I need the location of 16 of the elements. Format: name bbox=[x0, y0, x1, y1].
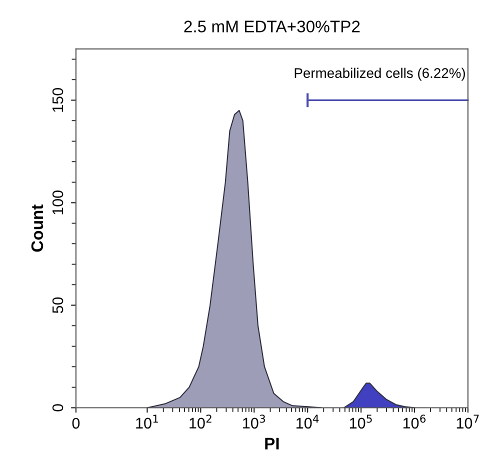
x-tick-label: 10$^{3}$ bbox=[243, 414, 265, 429]
x-tick-label: 10$^{6}$ bbox=[403, 414, 426, 429]
x-tick-label: 10$^{2}$ bbox=[190, 414, 212, 429]
x-tick-label: 10$^{1}$ bbox=[136, 414, 158, 429]
chart-title: 2.5 mM EDTA+30%TP2 bbox=[184, 20, 360, 32]
y-axis-title: Count bbox=[31, 204, 44, 252]
x-tick-label: 0 bbox=[72, 418, 80, 429]
y-tick-label: 150 bbox=[52, 88, 64, 112]
x-tick-label: 10$^{4}$ bbox=[296, 414, 319, 429]
x-tick-label: 10$^{7}$ bbox=[456, 414, 479, 429]
y-tick-label: 0 bbox=[52, 404, 64, 412]
x-tick-label: 10$^{5}$ bbox=[350, 414, 372, 429]
y-tick-label: 100 bbox=[52, 190, 64, 214]
annotation: Permeabilized cells (6.22%) bbox=[294, 68, 465, 81]
y-tick-label: 50 bbox=[52, 297, 64, 314]
x-axis-title: PI bbox=[265, 438, 279, 450]
